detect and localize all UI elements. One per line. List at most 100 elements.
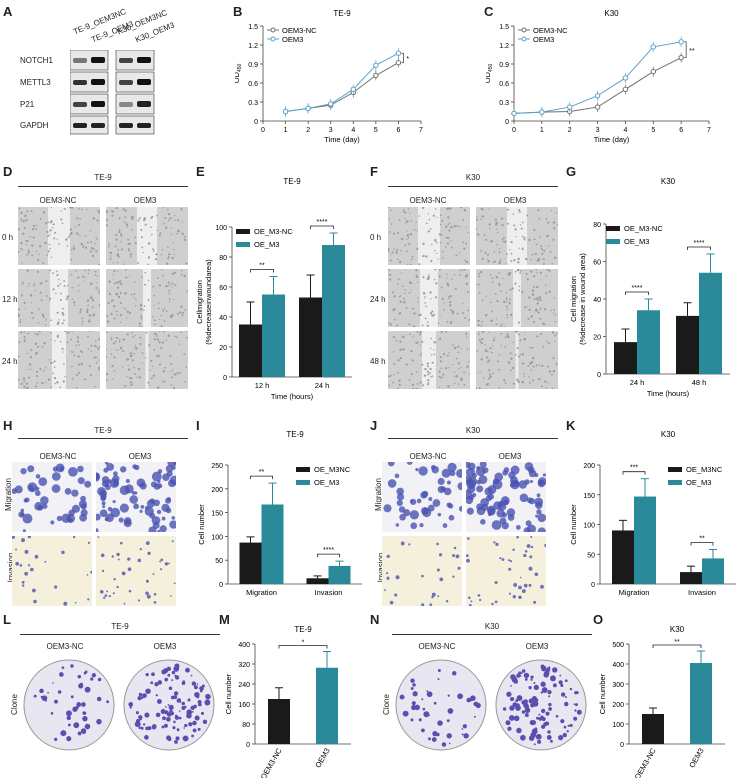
cell-dot bbox=[419, 333, 421, 336]
stained-cell bbox=[387, 462, 395, 467]
cell-dot bbox=[36, 250, 38, 253]
cell-dot bbox=[408, 291, 411, 294]
cell-dot bbox=[398, 260, 402, 264]
cell-dot bbox=[542, 345, 545, 348]
stained-cell bbox=[510, 476, 518, 485]
cell-dot bbox=[408, 281, 412, 284]
cell-dot bbox=[61, 311, 64, 315]
legend-label: OEM3-NC bbox=[533, 26, 568, 35]
panel-letter-g: G bbox=[566, 164, 577, 179]
cell-dot bbox=[157, 277, 159, 280]
cell-dot bbox=[178, 343, 180, 345]
cell-dot bbox=[155, 355, 158, 357]
cell-dot bbox=[442, 373, 445, 376]
cell-dot bbox=[48, 243, 51, 246]
cell-dot bbox=[518, 209, 521, 212]
cell-dot bbox=[167, 281, 170, 284]
cell-dot bbox=[50, 319, 53, 322]
colony bbox=[81, 702, 86, 707]
cell-dot bbox=[95, 286, 98, 289]
cell-dot bbox=[27, 332, 30, 334]
cell-dot bbox=[21, 283, 23, 286]
cell-dot bbox=[410, 373, 413, 376]
cell-dot bbox=[113, 305, 116, 308]
bar bbox=[239, 324, 262, 377]
cell-dot bbox=[416, 247, 419, 250]
stained-cell bbox=[492, 479, 503, 490]
colony bbox=[423, 711, 430, 718]
cell-dot bbox=[90, 344, 93, 347]
stained-cell bbox=[421, 574, 424, 578]
cell-dot bbox=[397, 359, 400, 362]
cell-dot bbox=[505, 263, 507, 265]
cell-dot bbox=[531, 289, 535, 292]
stained-cell bbox=[530, 536, 533, 538]
colony bbox=[54, 699, 58, 704]
cell-dot bbox=[453, 346, 457, 350]
cell-dot bbox=[404, 211, 407, 214]
cell-dot bbox=[94, 340, 97, 342]
cell-dot bbox=[552, 222, 554, 224]
cell-dot bbox=[112, 342, 116, 345]
cell-dot bbox=[158, 363, 162, 366]
stained-cell bbox=[523, 527, 531, 532]
cell-dot bbox=[450, 295, 453, 297]
wound-te9-col: OEM3 bbox=[133, 196, 157, 205]
cell-dot bbox=[540, 333, 543, 335]
cell-dot bbox=[388, 274, 391, 276]
cell-dot bbox=[72, 247, 76, 250]
cell-dot bbox=[508, 274, 510, 276]
cell-dot bbox=[555, 362, 557, 364]
cell-dot bbox=[20, 382, 23, 386]
cell-dot bbox=[126, 358, 128, 361]
colony bbox=[538, 713, 541, 716]
cell-dot bbox=[32, 317, 34, 319]
cell-dot bbox=[453, 273, 456, 276]
cell-dot bbox=[26, 332, 28, 335]
panel-letter-e: E bbox=[196, 164, 205, 179]
cell-dot bbox=[82, 275, 85, 278]
cell-dot bbox=[527, 365, 530, 367]
cell-dot bbox=[73, 301, 76, 304]
cell-dot bbox=[432, 314, 435, 317]
stained-cell bbox=[24, 549, 29, 554]
colony bbox=[540, 691, 543, 694]
significance-label: *** bbox=[630, 465, 638, 472]
cell-dot bbox=[494, 293, 497, 295]
cell-dot bbox=[423, 297, 426, 299]
cell-dot bbox=[118, 217, 121, 220]
colony bbox=[73, 722, 80, 729]
bar bbox=[306, 578, 329, 584]
wound-k30-title: K30 bbox=[465, 173, 481, 182]
cell-dot bbox=[388, 248, 390, 251]
stained-cell bbox=[78, 500, 87, 509]
cell-dot bbox=[489, 227, 491, 230]
colony bbox=[70, 664, 74, 668]
cell-dot bbox=[391, 251, 394, 254]
stained-cell bbox=[28, 485, 34, 490]
series-line bbox=[285, 52, 399, 112]
cell-dot bbox=[448, 295, 451, 298]
cell-dot bbox=[447, 237, 450, 239]
cell-dot bbox=[167, 256, 170, 258]
stained-cell bbox=[437, 595, 440, 598]
colony bbox=[547, 690, 552, 695]
colony bbox=[521, 669, 526, 673]
cell-dot bbox=[543, 249, 546, 252]
colony bbox=[575, 691, 579, 695]
cell-dot bbox=[115, 349, 117, 351]
stained-cell bbox=[538, 477, 546, 486]
cell-dot bbox=[477, 319, 480, 323]
stained-cell bbox=[521, 589, 526, 593]
cell-dot bbox=[25, 239, 28, 242]
title-rule bbox=[18, 438, 188, 439]
cell-dot bbox=[476, 218, 478, 221]
colony bbox=[560, 692, 566, 697]
colony bbox=[541, 717, 546, 722]
cell-dot bbox=[429, 367, 432, 371]
x-tick-label: 1 bbox=[540, 127, 544, 134]
cell-dot bbox=[392, 336, 395, 338]
cell-dot bbox=[110, 312, 113, 316]
cell-dot bbox=[535, 364, 538, 367]
cell-dot bbox=[159, 331, 161, 333]
